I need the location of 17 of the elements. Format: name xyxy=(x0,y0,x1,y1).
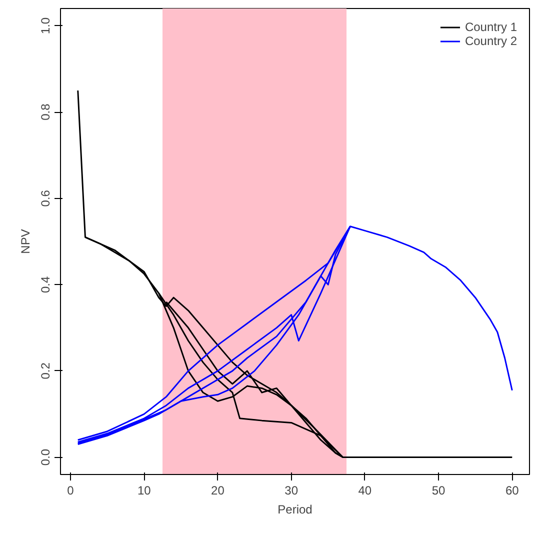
legend-label: Country 1 xyxy=(464,20,517,34)
x-tick-label: 0 xyxy=(67,484,74,498)
y-axis-title: NPV xyxy=(18,229,32,254)
x-tick-label: 40 xyxy=(358,484,372,498)
x-tick-label: 60 xyxy=(505,484,520,498)
y-tick-label: 0.8 xyxy=(38,103,52,120)
y-tick-label: 1.0 xyxy=(38,17,52,34)
y-tick-label: 0.0 xyxy=(38,448,52,466)
x-tick-label: 10 xyxy=(137,484,152,498)
legend-label: Country 2 xyxy=(464,34,517,48)
x-axis-title: Period xyxy=(278,502,312,516)
x-tick-label: 20 xyxy=(211,484,225,498)
x-tick-label: 30 xyxy=(284,484,298,498)
y-tick-label: 0.6 xyxy=(38,190,52,207)
y-tick-label: 0.4 xyxy=(38,276,52,293)
x-tick-label: 50 xyxy=(432,484,446,498)
y-tick-label: 0.2 xyxy=(38,362,52,380)
